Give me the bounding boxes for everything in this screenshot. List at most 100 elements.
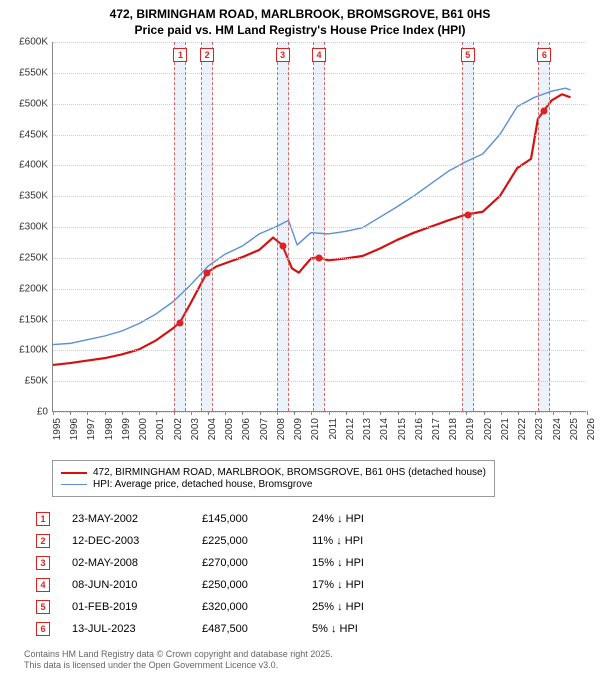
x-tick [415,411,416,415]
legend: 472, BIRMINGHAM ROAD, MARLBROOK, BROMSGR… [52,460,495,497]
event-band [462,42,474,411]
y-axis-label: £550K [8,67,48,78]
x-tick [484,411,485,415]
sale-index: 5 [36,600,50,614]
x-tick [501,411,502,415]
x-tick [174,411,175,415]
event-dot-6 [541,108,548,115]
sale-row: 6 13-JUL-2023£487,5005% ↓ HPI [36,618,422,640]
title-line2: Price paid vs. HM Land Registry's House … [10,22,590,38]
x-tick [139,411,140,415]
y-axis-label: £400K [8,160,48,171]
sale-diff: 11% ↓ HPI [312,535,422,547]
x-axis-label: 2026 [586,418,600,440]
x-tick [53,411,54,415]
x-tick [518,411,519,415]
y-axis-label: £50K [8,376,48,387]
y-axis-label: £250K [8,252,48,263]
sale-row: 123-MAY-2002£145,00024% ↓ HPI [36,508,422,530]
y-axis-label: £300K [8,222,48,233]
y-axis-label: £450K [8,129,48,140]
legend-swatch [61,472,87,474]
event-dot-2 [204,270,211,277]
sale-date: 01-FEB-2019 [72,601,202,613]
event-band [538,42,550,411]
x-tick [87,411,88,415]
sale-date: 23-MAY-2002 [72,513,202,525]
sale-price: £270,000 [202,557,312,569]
y-axis-label: £200K [8,283,48,294]
chart-area: £0 £50K £100K £150K £200K £250K £300K £350K £400… [8,42,592,452]
event-band [201,42,213,411]
x-tick [587,411,588,415]
sale-index: 6 [36,622,50,636]
event-band [174,42,186,411]
series-hpi [53,88,571,344]
sale-diff: 17% ↓ HPI [312,579,422,591]
event-dot-1 [177,319,184,326]
x-tick [277,411,278,415]
sale-price: £225,000 [202,535,312,547]
x-tick [363,411,364,415]
x-tick [225,411,226,415]
x-tick [208,411,209,415]
y-axis-label: £600K [8,37,48,48]
legend-label: HPI: Average price, detached house, Brom… [93,479,312,490]
sale-price: £487,500 [202,623,312,635]
x-tick [122,411,123,415]
y-axis-label: £350K [8,191,48,202]
x-tick [70,411,71,415]
x-tick [449,411,450,415]
sale-date: 13-JUL-2023 [72,623,202,635]
footnote: Contains HM Land Registry data © Crown c… [24,649,333,672]
sale-price: £320,000 [202,601,312,613]
x-tick [398,411,399,415]
x-tick [380,411,381,415]
sale-diff: 24% ↓ HPI [312,513,422,525]
footnote-line2: This data is licensed under the Open Gov… [24,660,333,672]
event-marker-6: 6 [537,48,551,62]
event-marker-1: 1 [173,48,187,62]
sale-date: 12-DEC-2003 [72,535,202,547]
sale-row: 408-JUN-2010£250,00017% ↓ HPI [36,574,422,596]
sales-table: 123-MAY-2002£145,00024% ↓ HPI 2 12-DEC-200… [36,508,422,640]
event-dot-4 [315,254,322,261]
x-tick [466,411,467,415]
sale-date: 02-MAY-2008 [72,557,202,569]
sale-diff: 15% ↓ HPI [312,557,422,569]
legend-row: 472, BIRMINGHAM ROAD, MARLBROOK, BROMSGR… [61,467,486,478]
sale-row: 3 02-MAY-2008£270,00015% ↓ HPI [36,552,422,574]
x-tick [432,411,433,415]
x-tick [294,411,295,415]
sale-diff: 5% ↓ HPI [312,623,422,635]
event-marker-3: 3 [276,48,290,62]
event-marker-4: 4 [312,48,326,62]
event-marker-5: 5 [461,48,475,62]
title-line1: 472, BIRMINGHAM ROAD, MARLBROOK, BROMSGR… [10,6,590,22]
x-tick [191,411,192,415]
y-axis-label: £150K [8,314,48,325]
y-axis-label: £100K [8,345,48,356]
gridline [53,412,586,413]
sale-row: 2 12-DEC-2003£225,00011% ↓ HPI [36,530,422,552]
x-tick [311,411,312,415]
sale-date: 08-JUN-2010 [72,579,202,591]
x-tick [346,411,347,415]
legend-row: HPI: Average price, detached house, Brom… [61,479,486,490]
event-dot-5 [464,211,471,218]
event-band [277,42,289,411]
y-axis-label: £0 [8,407,48,418]
event-band [313,42,325,411]
sale-price: £145,000 [202,513,312,525]
sale-diff: 25% ↓ HPI [312,601,422,613]
y-axis-label: £500K [8,98,48,109]
x-tick [242,411,243,415]
x-tick [553,411,554,415]
x-tick [260,411,261,415]
sale-index: 4 [36,578,50,592]
sale-index: 3 [36,556,50,570]
x-tick [570,411,571,415]
footnote-line1: Contains HM Land Registry data © Crown c… [24,649,333,661]
event-dot-3 [279,242,286,249]
sale-index: 2 [36,534,50,548]
